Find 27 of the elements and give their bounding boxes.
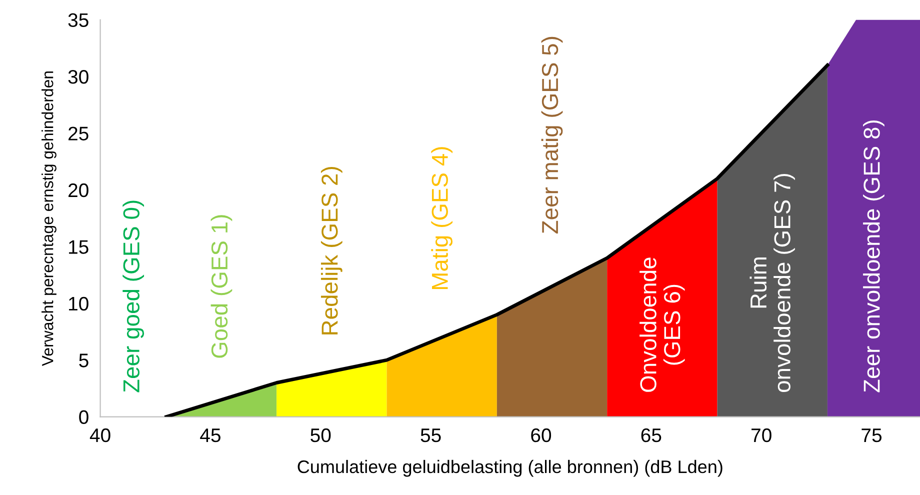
series-label: Ruim onvoldoende (GES 7)	[750, 174, 795, 392]
text: Redelijk (GES 2)	[320, 167, 342, 334]
y-tick-label: 0	[79, 410, 88, 424]
x-tick-label: 55	[420, 428, 441, 442]
x-tick-label: 70	[752, 428, 772, 442]
x-tick-label: 60	[531, 428, 552, 442]
y-tick-label: 10	[69, 296, 88, 311]
x-tick-label: 50	[310, 428, 331, 442]
x-axis-title: Cumulatieve geluidbelasting (alle bronnen) (dB Lden)	[298, 460, 722, 477]
line-series	[164, 63, 830, 417]
x-tick-label: 75	[862, 428, 882, 442]
y-tick-label: 20	[68, 183, 88, 198]
y-tick-label: 30	[68, 70, 88, 84]
text: Matig (GES 4)	[431, 147, 453, 290]
series-label: Zeer onvoldoende (GES 8)	[863, 120, 884, 392]
y-tick-label: 5	[79, 354, 88, 368]
y-axis-title: Verwacht perecntage ernstig gehinderden	[42, 71, 56, 366]
text: Zeer matig (GES 5)	[541, 36, 563, 234]
x-tick-label: 45	[200, 428, 220, 442]
y-tick-label: 35	[68, 13, 88, 28]
series-label: Onvoldoende (GES 6)	[640, 258, 685, 392]
x-tick-label: 40	[90, 428, 110, 442]
x-tick-label: 65	[641, 428, 662, 442]
annotation: Zeer goed (GES 0)	[122, 200, 144, 392]
text: Goed (GES 1)	[210, 215, 232, 358]
y-tick-label: 25	[68, 126, 88, 140]
y-tick-label: 15	[69, 240, 88, 254]
